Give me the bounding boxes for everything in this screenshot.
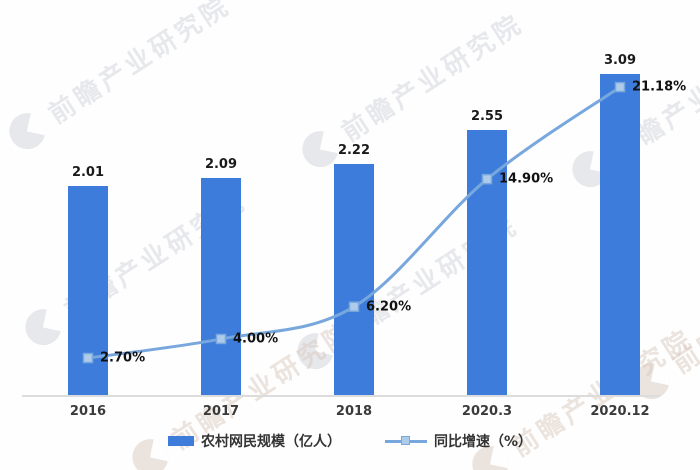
line-value-label: 21.18% [632, 79, 687, 95]
line-value-label: 14.90% [499, 171, 554, 187]
bar-value-label: 2.55 [470, 109, 504, 125]
bar-2017 [201, 178, 241, 396]
legend-line-label: 同比增速（%） [433, 434, 533, 450]
line-marker [348, 301, 360, 312]
category-label-2018: 2018 [335, 404, 373, 419]
category-label-2016: 2016 [69, 404, 107, 419]
x-axis-line [22, 395, 660, 397]
legend-item-bar: 农村网民规模（亿人） [167, 431, 341, 451]
bar-value-label: 2.01 [71, 165, 105, 181]
legend-bar-label: 农村网民规模（亿人） [200, 434, 341, 450]
bar-2020.12 [600, 73, 640, 396]
growth-line [87, 85, 621, 360]
line-marker [481, 173, 493, 185]
line-value-label: 2.70% [100, 350, 146, 366]
bar-value-label: 3.09 [603, 52, 637, 68]
line-value-label: 6.20% [366, 299, 412, 315]
bar-value-label: 2.22 [337, 143, 371, 159]
line-value-label: 4.00% [233, 331, 279, 347]
category-label-2017: 2017 [202, 404, 240, 419]
line-marker [614, 81, 626, 93]
bar-swatch-icon [167, 436, 194, 446]
category-label-2020.12: 2020.12 [590, 404, 650, 419]
line-marker [215, 333, 227, 345]
bar-value-label: 2.09 [204, 157, 238, 172]
legend: 农村网民规模（亿人） 同比增速（%） [0, 431, 700, 451]
bar-2018 [334, 164, 374, 396]
line-swatch-icon [384, 436, 427, 446]
category-label-2020.3: 2020.3 [461, 404, 513, 419]
legend-item-line: 同比增速（%） [384, 431, 533, 451]
line-marker [82, 352, 94, 364]
